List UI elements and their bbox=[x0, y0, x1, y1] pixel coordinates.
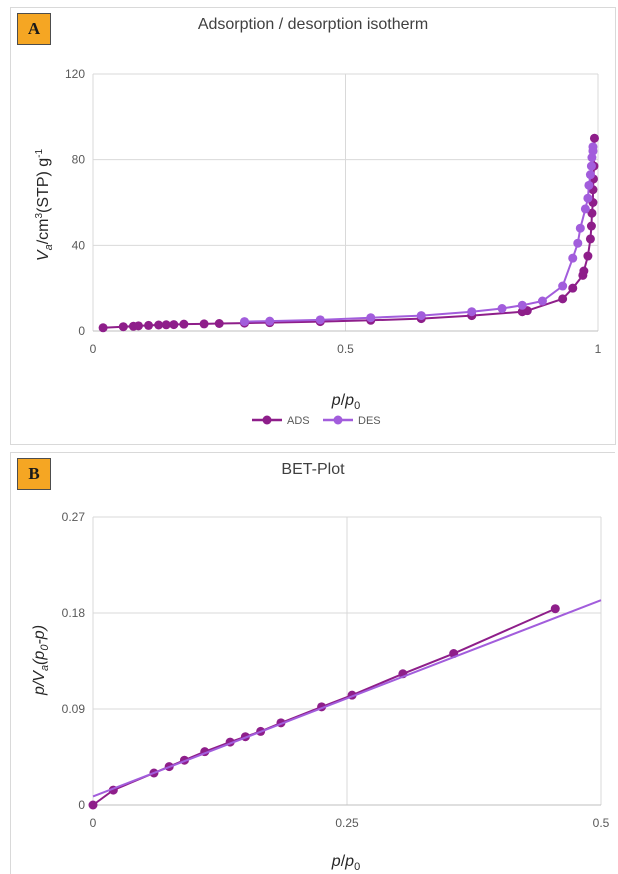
chart-a-x-axis-label: p/p0 bbox=[331, 392, 360, 412]
chart-b-x-tick-label: 0 bbox=[90, 816, 97, 830]
legend-des-marker bbox=[333, 415, 343, 425]
chart-a-title: Adsorption / desorption isotherm bbox=[197, 16, 429, 33]
chart-a-y-tick-label: 120 bbox=[65, 67, 85, 81]
chart-b-y-tick-label: 0 bbox=[78, 798, 85, 812]
chart-b-y-axis-label: p/Va(p0-p) bbox=[31, 625, 51, 696]
chart-a-series-des-point bbox=[583, 193, 593, 203]
chart-a-series-ads-point bbox=[583, 251, 593, 261]
chart-a-series-des-point bbox=[584, 180, 594, 190]
chart-b-y-tick-label: 0.27 bbox=[62, 510, 86, 524]
chart-a-series-des-point bbox=[588, 142, 598, 152]
legend-ads-marker bbox=[262, 415, 272, 425]
chart-b-title: BET-Plot bbox=[281, 461, 345, 478]
chart-b-y-tick-label: 0.09 bbox=[62, 702, 86, 716]
chart-a-x-tick-label: 1 bbox=[595, 342, 602, 356]
chart-a-series-des-point bbox=[497, 304, 507, 314]
chart-b-series-bet-data-point bbox=[550, 604, 560, 614]
chart-a-series-ads-point bbox=[199, 319, 209, 329]
chart-a-series-ads-point bbox=[133, 321, 143, 331]
chart-a-series-ads-point bbox=[154, 320, 164, 330]
panel-a-badge: A bbox=[17, 13, 51, 45]
chart-a-series-ads-line bbox=[103, 138, 596, 329]
chart-a-x-tick-label: 0.5 bbox=[337, 342, 354, 356]
chart-a-series-des-point bbox=[467, 307, 477, 317]
chart-a-y-tick-label: 40 bbox=[72, 238, 86, 252]
chart-b-series-linear-fit-line bbox=[92, 599, 602, 798]
chart-a-series-des-point bbox=[240, 317, 249, 327]
chart-a-series-ads-point bbox=[118, 322, 128, 332]
chart-b-x-tick-label: 0.5 bbox=[593, 816, 610, 830]
chart-a-series-ads-point bbox=[214, 319, 224, 329]
chart-a-series-des-point bbox=[558, 281, 568, 291]
chart-a-series-des-line bbox=[244, 146, 594, 323]
panel-a: A Adsorption / desorption isotherm bbox=[10, 7, 616, 445]
chart-a-series-ads-point bbox=[161, 320, 171, 330]
chart-a-series-des-point bbox=[586, 161, 596, 171]
chart-a-legend: ADS DES bbox=[252, 415, 381, 427]
chart-a-series-ads-point bbox=[586, 221, 596, 231]
chart-a-series-des-point bbox=[366, 313, 376, 323]
chart-a-series-ads-point bbox=[589, 133, 599, 143]
chart-a-x-tick-label: 0 bbox=[90, 342, 97, 356]
chart-a-series-ads-point bbox=[585, 234, 595, 244]
chart-a-y-tick-label: 0 bbox=[78, 324, 85, 338]
chart-b: 0 0.09 0.18 0.27 0 0.25 0.5 bbox=[62, 510, 610, 830]
chart-a-series-ads-point bbox=[144, 320, 154, 330]
chart-b-x-axis-label: p/p0 bbox=[331, 853, 360, 873]
chart-a-series-ads-point bbox=[579, 266, 589, 276]
chart-a-series-ads-point bbox=[558, 294, 568, 304]
chart-a-series-des-point bbox=[315, 315, 325, 325]
chart-a-series-ads-point bbox=[587, 208, 597, 218]
chart-a-series-ads-point bbox=[98, 323, 108, 333]
chart-a-series-des-point bbox=[575, 223, 585, 233]
chart-b-series-bet-data-point bbox=[88, 800, 98, 810]
chart-a-series-ads-point bbox=[568, 283, 578, 293]
chart-a-series-des-point bbox=[537, 296, 547, 306]
chart-a-series-ads-point bbox=[169, 320, 179, 330]
chart-a-y-axis-label: Va/cm3(STP) g-1 bbox=[34, 148, 55, 261]
legend-ads-label: ADS bbox=[287, 415, 310, 427]
chart-a: 0 40 80 120 0 0.5 1 bbox=[65, 67, 602, 356]
chart-a-series-des-point bbox=[265, 316, 275, 326]
panel-b: B BET-Plot bbox=[10, 452, 615, 874]
chart-a-series-des-point bbox=[568, 253, 578, 263]
chart-a-series-des-point bbox=[517, 300, 527, 310]
legend-des-label: DES bbox=[358, 415, 381, 427]
chart-a-series-des-point bbox=[585, 170, 595, 180]
chart-a-series-ads-point bbox=[179, 319, 189, 329]
chart-b-x-tick-label: 0.25 bbox=[335, 816, 359, 830]
chart-b-y-tick-label: 0.18 bbox=[62, 606, 86, 620]
panel-b-badge: B bbox=[17, 458, 51, 490]
chart-a-series-des-point bbox=[416, 311, 426, 321]
chart-a-series-des-point bbox=[573, 238, 583, 248]
chart-a-series-des-point bbox=[580, 204, 590, 214]
chart-a-y-tick-label: 80 bbox=[72, 153, 86, 167]
